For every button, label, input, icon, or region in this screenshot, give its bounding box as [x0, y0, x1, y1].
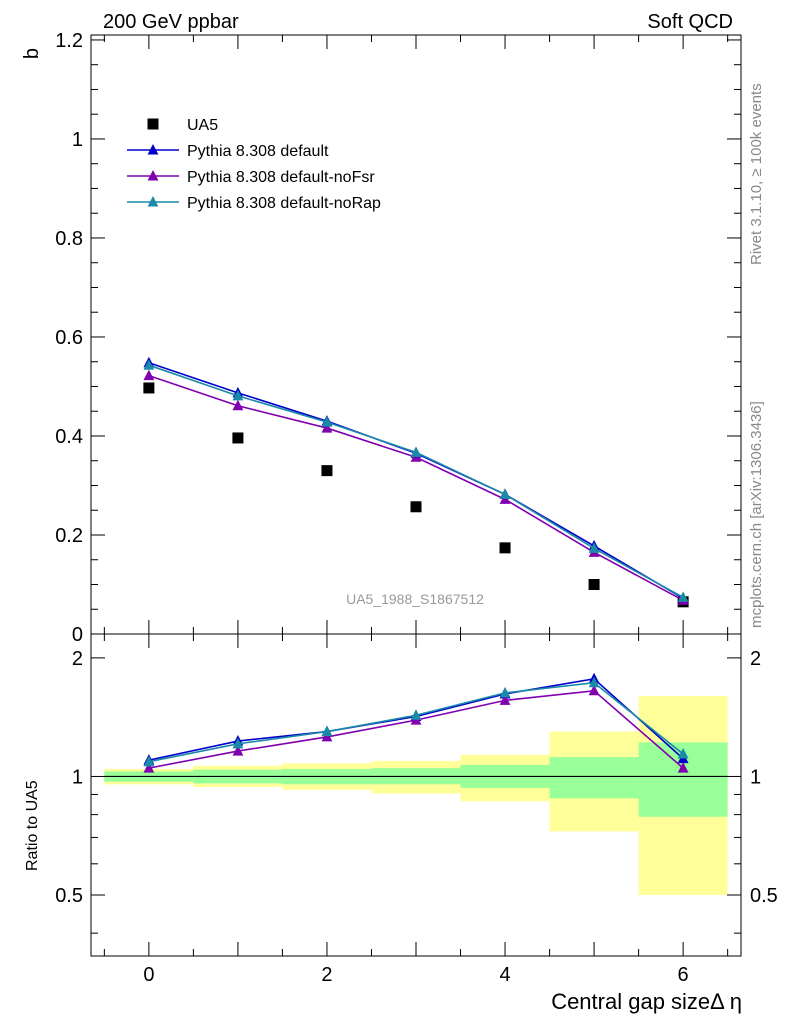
- x-tick-label: 2: [321, 964, 332, 986]
- y-axis-label-ratio: Ratio to UA5: [24, 780, 41, 871]
- y-tick-label: 1.2: [55, 30, 83, 52]
- y-tick-label: 0.6: [55, 327, 83, 349]
- y-tick-label-right: 1: [750, 766, 761, 788]
- y-tick-label: 0.8: [55, 228, 83, 250]
- ratio-series-marker: [143, 755, 155, 767]
- y-tick-label-right: 0.5: [750, 885, 778, 907]
- series-marker: [232, 399, 244, 411]
- y-axis-label: b: [21, 48, 43, 59]
- ratio-series-marker: [588, 684, 600, 696]
- ratio-panel: 0.5 0.5 1 1 2 2 0 2 4 6 Ratio to UA5 Central gap si…: [24, 633, 778, 1014]
- mcplots-label: mcplots.cern.ch [arXiv:1306.3436]: [748, 401, 765, 628]
- main-panel: 0 0.2 0.4 0.6 0.8 1 1.2 b UA5_1988_S1867512 UA5 Py…: [21, 30, 742, 646]
- ratio-series-marker: [410, 709, 422, 720]
- x-tick-label: 6: [678, 964, 689, 986]
- legend-marker: [147, 118, 159, 130]
- ratio-series-marker: [143, 762, 155, 773]
- series-marker: [321, 422, 333, 433]
- series-line: [148, 374, 684, 602]
- y-tick-label: 1: [72, 766, 83, 788]
- ratio-series-marker: [232, 745, 244, 756]
- legend-marker: [147, 196, 159, 207]
- y-tick-label: 0.2: [55, 525, 83, 547]
- x-axis-label: Central gap sizeΔ η: [551, 989, 742, 1014]
- y-tick-label: 0.5: [55, 885, 83, 907]
- series-marker: [588, 542, 600, 553]
- legend-label: Pythia 8.308 default-noRap: [187, 195, 381, 212]
- watermark-label: UA5_1988_S1867512: [346, 591, 484, 607]
- uncertainty-band-inner: [549, 757, 639, 799]
- series-line: [148, 361, 684, 600]
- ratio-series-marker: [321, 730, 333, 742]
- ratio-series-marker: [321, 725, 333, 737]
- rivet-label: Rivet 3.1.10, ≥ 100k events: [748, 83, 765, 265]
- series-marker: [232, 389, 244, 401]
- header-right: Soft QCD: [647, 11, 733, 33]
- legend-label: Pythia 8.308 default-noFsr: [187, 169, 375, 186]
- data-point-ua5: [232, 432, 244, 444]
- y-tick-label: 0.4: [55, 426, 83, 448]
- ratio-series-marker: [499, 694, 511, 705]
- data-point-ua5: [499, 542, 511, 554]
- series-line: [148, 364, 684, 599]
- x-tick-label: 4: [499, 964, 510, 986]
- data-point-ua5: [410, 501, 422, 513]
- series-marker: [410, 446, 422, 457]
- y-tick-label: 1: [72, 129, 83, 151]
- legend-marker: [147, 144, 159, 155]
- data-point-ua5: [321, 465, 333, 477]
- header-left: 200 GeV ppbar: [103, 11, 239, 33]
- series-marker: [677, 591, 689, 602]
- ratio-series-marker: [232, 737, 244, 749]
- y-tick-label: 2: [72, 648, 83, 670]
- legend-label: UA5: [187, 117, 218, 134]
- ratio-series-marker: [499, 686, 511, 698]
- series-marker: [143, 369, 155, 381]
- ratio-series-marker: [677, 748, 689, 759]
- series-marker: [321, 416, 333, 427]
- x-tick-label: 0: [143, 964, 154, 986]
- data-point-ua5: [588, 578, 600, 590]
- y-tick-label-right: 2: [750, 648, 761, 670]
- ratio-series-marker: [677, 762, 689, 773]
- ratio-series-marker: [588, 676, 600, 688]
- series-marker: [143, 359, 155, 370]
- data-point-ua5: [143, 382, 155, 394]
- y-tick-label: 0: [72, 624, 83, 646]
- series-marker: [499, 488, 511, 499]
- legend-label: Pythia 8.308 default: [187, 143, 329, 160]
- legend-marker: [147, 170, 159, 181]
